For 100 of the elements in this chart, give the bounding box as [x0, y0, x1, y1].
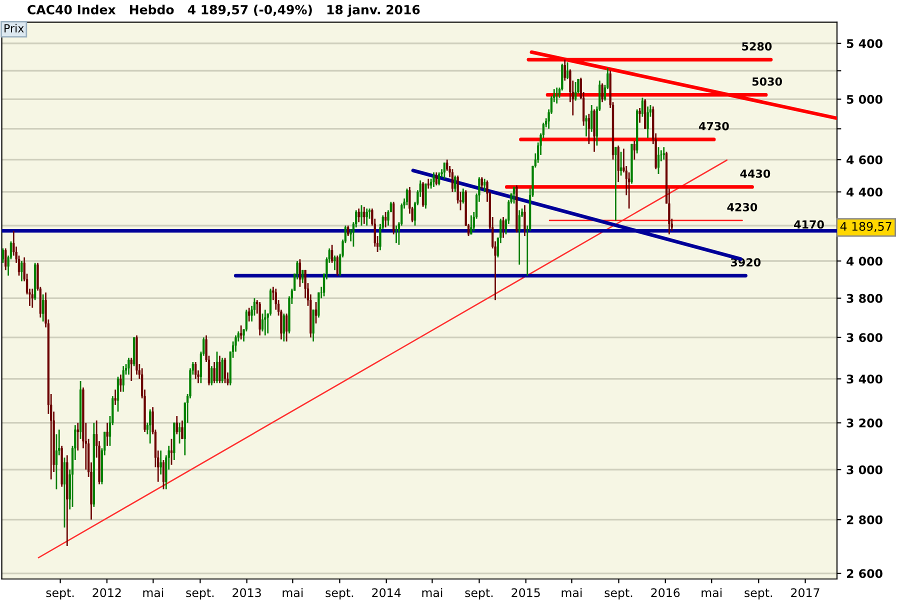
candlestick — [170, 438, 173, 466]
candlestick — [210, 365, 213, 386]
y-tick-label: 5 400 — [846, 39, 882, 48]
candlestick — [20, 260, 23, 282]
candlestick — [194, 361, 197, 380]
x-tick-label: 2014 — [372, 588, 401, 598]
candlestick — [42, 294, 44, 322]
candlestick — [427, 178, 430, 190]
annotation: 4730 — [698, 122, 729, 130]
chart-title: CAC40 Index Hebdo 4 189,57 (-0,49%) 18 janv. 2016 — [28, 4, 420, 17]
candlestick — [480, 176, 483, 190]
candlestick — [116, 376, 120, 412]
y-tick-label: 2 600 — [846, 569, 882, 578]
candlestick — [646, 106, 649, 139]
candlestick — [406, 188, 408, 206]
candlestick — [106, 422, 108, 447]
candlestick — [128, 357, 130, 376]
y-tick-label: 2 800 — [846, 515, 882, 524]
candlestick — [566, 62, 569, 80]
candlestick — [588, 113, 590, 145]
candlestick — [176, 415, 178, 435]
candlestick — [334, 254, 336, 271]
annotation: Prix — [4, 24, 24, 32]
candlestick — [55, 434, 58, 490]
candlestick — [282, 312, 285, 342]
candlestick — [269, 288, 272, 316]
x-tick-label: mai — [282, 588, 303, 598]
x-tick-label: 2017 — [791, 588, 820, 598]
x-tick-label: sept. — [46, 588, 74, 600]
x-tick-label: mai — [422, 588, 442, 598]
candlestick — [218, 355, 221, 384]
candlestick — [424, 183, 427, 210]
candlestick — [451, 168, 454, 193]
candlestick — [590, 104, 593, 133]
y-tick-label: 3 200 — [846, 418, 882, 428]
candlestick — [502, 216, 504, 239]
candlestick — [160, 450, 162, 476]
candlestick — [363, 206, 366, 225]
x-tick-label: sept. — [604, 588, 632, 600]
candlestick — [641, 97, 644, 118]
candlestick — [462, 188, 464, 204]
y-tick-label: 4 400 — [846, 188, 882, 197]
candlestick — [438, 172, 440, 186]
candlestick — [633, 140, 636, 160]
x-tick-label: 2012 — [92, 588, 121, 598]
candlestick — [312, 309, 314, 342]
x-tick-label: sept. — [465, 588, 493, 600]
candlestick — [620, 151, 622, 176]
x-tick-label: sept. — [186, 588, 214, 600]
candlestick — [614, 146, 617, 222]
ref-line-label: 4170 — [794, 220, 824, 229]
candlestick — [216, 350, 218, 384]
candlestick — [470, 214, 472, 236]
candlestick — [114, 388, 116, 406]
candlestick — [657, 146, 660, 175]
annotation: 5280 — [742, 42, 772, 51]
text: 4 189,57 — [840, 222, 892, 232]
x-tick-label: 2016 — [651, 588, 680, 598]
candlestick — [564, 58, 566, 82]
candlestick — [518, 210, 520, 266]
candlestick — [245, 309, 248, 332]
candlestick — [358, 208, 360, 223]
x-tick-label: mai — [702, 588, 722, 598]
candlestick — [524, 204, 526, 237]
candlestick — [601, 82, 604, 103]
candlestick — [298, 258, 302, 288]
x-tick-label: 2015 — [512, 588, 540, 598]
annotation: 4430 — [740, 169, 770, 178]
candlestick — [4, 248, 7, 271]
candlestick — [638, 107, 641, 124]
candlestick — [330, 244, 334, 264]
candlestick — [120, 374, 122, 392]
candlestick — [443, 162, 446, 180]
y-tick-label: 4 600 — [846, 155, 882, 164]
candlestick — [422, 181, 424, 208]
candlestick — [162, 459, 165, 490]
candlestick — [484, 178, 486, 193]
candlestick — [264, 309, 266, 336]
candlestick — [336, 254, 338, 276]
y-tick-label: 3 000 — [846, 465, 882, 474]
candlestick — [384, 211, 387, 228]
candlestick — [432, 172, 435, 188]
candlestick — [31, 288, 34, 308]
annotation: 5030 — [752, 77, 782, 86]
x-tick-label: mai — [143, 588, 164, 598]
candlestick — [347, 224, 350, 237]
candlestick — [617, 144, 620, 183]
y-tick-label: 3 400 — [846, 374, 882, 384]
y-tick-label: 4 000 — [846, 256, 882, 266]
candlestick — [224, 357, 226, 384]
candlestick — [76, 422, 79, 452]
candlestick — [662, 146, 665, 160]
candlestick — [63, 456, 66, 528]
candlestick — [286, 312, 288, 342]
candlestick — [366, 208, 368, 226]
candlestick — [181, 420, 184, 440]
annotation: 4230 — [727, 202, 758, 212]
candlestick — [178, 422, 181, 444]
candlestick — [454, 174, 456, 193]
candlestick — [213, 361, 216, 384]
